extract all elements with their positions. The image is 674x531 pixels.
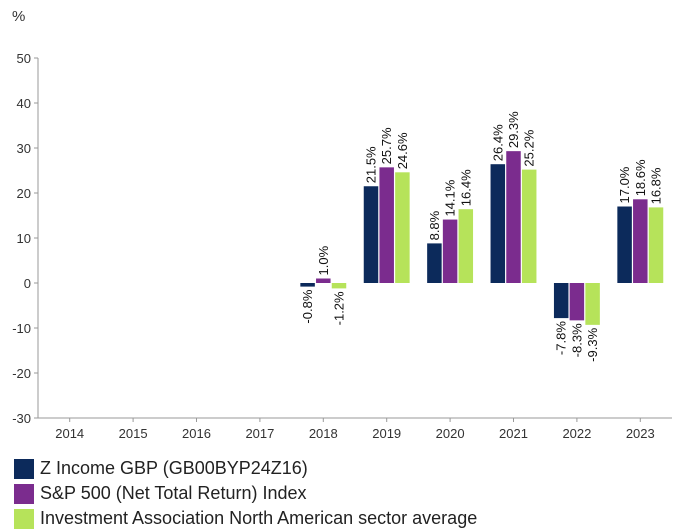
bar [442,219,458,283]
bar [316,278,331,283]
y-tick-label: 30 [17,141,31,156]
y-tick-label: -10 [12,321,31,336]
y-tick-label: 20 [17,186,31,201]
legend: Z Income GBP (GB00BYP24Z16) S&P 500 (Net… [14,456,477,531]
data-label: 1.0% [316,245,331,275]
bar [331,283,347,289]
x-tick-label: 2015 [119,426,148,441]
bar [427,243,442,283]
data-label: 25.2% [522,129,537,166]
x-tick-label: 2014 [55,426,84,441]
y-axis-unit-label: % [12,8,25,25]
data-label: 8.8% [427,210,442,240]
bar [633,199,648,283]
data-label: 14.1% [443,179,458,216]
data-label: -0.8% [300,289,315,323]
bar [379,167,394,283]
bar [363,186,379,283]
data-label: 24.6% [395,132,410,169]
bar [521,169,537,283]
x-tick-label: 2016 [182,426,211,441]
data-label: 17.0% [617,166,632,203]
legend-label-sp500: S&P 500 (Net Total Return) Index [40,483,307,503]
legend-label-sector-average: Investment Association North American se… [40,508,478,528]
y-tick-label: 0 [24,276,31,291]
legend-item-z-income: Z Income GBP (GB00BYP24Z16) [14,456,477,481]
bar [490,164,506,283]
data-label: 25.7% [379,127,394,164]
x-tick-label: 2021 [499,426,528,441]
legend-item-sp500: S&P 500 (Net Total Return) Index [14,481,477,506]
legend-swatch-sector-average [14,508,34,529]
bar [506,151,521,283]
bar [585,283,600,325]
data-label: 16.8% [649,167,664,204]
bar [648,207,664,283]
legend-swatch-sp500 [14,483,34,504]
bar [553,283,569,319]
bar [617,206,632,283]
bar-chart: % -30 -20 -10 0 10 20 30 40 50 2014 2015 2016 2017 201… [12,8,672,441]
x-tick-label: 2020 [436,426,465,441]
x-tick-label: 2018 [309,426,338,441]
y-tick-label: 50 [17,51,31,66]
y-tick-label: -30 [12,411,31,426]
bar [569,283,585,321]
bar [300,283,315,287]
data-label: -9.3% [585,327,600,361]
legend-swatch-z-income [14,458,34,479]
data-label: 18.6% [633,159,648,196]
legend-item-sector-average: Investment Association North American se… [14,506,477,531]
x-tick-label: 2017 [245,426,274,441]
y-tick-label: 10 [17,231,31,246]
x-tick-label: 2023 [626,426,655,441]
x-tick-label: 2022 [562,426,591,441]
data-label: 16.4% [458,169,473,206]
data-label: -8.3% [569,323,584,357]
data-label: -7.8% [554,321,569,355]
bar [395,172,410,283]
legend-label-z-income: Z Income GBP (GB00BYP24Z16) [40,458,308,478]
data-label: 29.3% [506,111,521,148]
bar [458,209,474,283]
y-tick-label: 40 [17,96,31,111]
x-tick-label: 2019 [372,426,401,441]
data-label: 21.5% [364,146,379,183]
y-tick-label: -20 [12,366,31,381]
data-label: -1.2% [332,291,347,325]
data-label: 26.4% [490,124,505,161]
